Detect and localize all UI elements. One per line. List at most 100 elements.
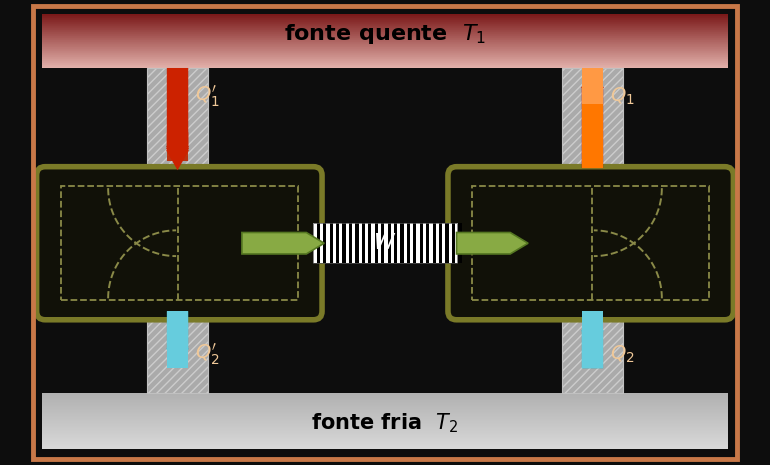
Bar (42, 29, 728, 30)
Bar (42, 40, 728, 41)
Bar (42, 46, 728, 47)
Bar (378, 223, 381, 263)
Text: $W$: $W$ (373, 233, 397, 253)
Bar (167, 68, 189, 133)
Bar (167, 117, 189, 122)
Bar (42, 49, 728, 50)
Bar (313, 223, 316, 263)
Bar (42, 405, 728, 406)
Bar (400, 223, 403, 263)
Bar (167, 97, 189, 102)
Bar (410, 223, 413, 263)
Bar (326, 223, 330, 263)
Bar (433, 223, 436, 263)
Bar (42, 14, 728, 15)
Bar (42, 59, 728, 60)
Bar (42, 21, 728, 22)
Bar (426, 223, 430, 263)
Bar (42, 34, 728, 35)
Bar (42, 441, 728, 442)
Bar (449, 223, 452, 263)
Bar (42, 402, 728, 403)
Bar (42, 438, 728, 439)
Bar (42, 400, 728, 402)
Bar (42, 414, 728, 416)
Bar (167, 102, 189, 107)
Bar (42, 28, 728, 29)
Bar (397, 223, 400, 263)
Bar (42, 434, 728, 435)
Bar (167, 127, 189, 132)
Bar (42, 27, 728, 28)
Bar (42, 26, 728, 27)
Bar (562, 68, 623, 393)
Bar (42, 421, 728, 423)
Bar (417, 223, 420, 263)
Bar (42, 432, 728, 434)
Bar (42, 32, 728, 33)
Bar (384, 223, 387, 263)
Bar (42, 399, 728, 400)
Text: $Q_2$: $Q_2$ (611, 344, 635, 365)
Bar (394, 223, 397, 263)
FancyArrow shape (242, 232, 324, 254)
Bar (42, 431, 728, 432)
Bar (403, 223, 407, 263)
Bar (42, 57, 728, 58)
Bar (167, 68, 189, 89)
Bar (42, 41, 728, 42)
Bar (42, 15, 728, 16)
Bar (42, 35, 728, 36)
Bar (42, 37, 728, 38)
Bar (320, 223, 323, 263)
Bar (442, 223, 446, 263)
Bar (42, 420, 728, 421)
Bar (42, 63, 728, 64)
Bar (42, 52, 728, 53)
Bar (42, 24, 728, 25)
Bar (167, 146, 189, 151)
Bar (42, 65, 728, 66)
Text: $Q_2'$: $Q_2'$ (196, 341, 220, 367)
Bar (423, 223, 426, 263)
Bar (349, 223, 352, 263)
Bar (42, 423, 728, 424)
Bar (381, 223, 384, 263)
Bar (330, 223, 333, 263)
Bar (42, 406, 728, 407)
Bar (42, 437, 728, 438)
Bar (42, 54, 728, 55)
Bar (42, 67, 728, 68)
Bar (430, 223, 433, 263)
Bar (42, 395, 728, 396)
Bar (147, 68, 208, 393)
Bar (42, 23, 728, 24)
Bar (42, 444, 728, 445)
Bar (42, 393, 728, 395)
Bar (387, 223, 390, 263)
Bar (420, 223, 423, 263)
Bar (333, 223, 336, 263)
Bar (42, 53, 728, 54)
Text: fonte fria  $T_2$: fonte fria $T_2$ (311, 412, 459, 435)
Bar (167, 78, 189, 83)
Bar (42, 417, 728, 418)
Bar (42, 398, 728, 399)
Bar (359, 223, 362, 263)
Bar (343, 223, 346, 263)
Bar (362, 223, 365, 263)
Bar (42, 418, 728, 420)
FancyArrow shape (581, 68, 604, 168)
Bar (42, 413, 728, 414)
Text: $Q_1$: $Q_1$ (611, 86, 635, 107)
Bar (42, 448, 728, 449)
FancyArrow shape (166, 133, 189, 168)
Bar (42, 412, 728, 413)
Bar (42, 17, 728, 18)
Bar (472, 186, 709, 300)
Bar (336, 223, 340, 263)
Bar (42, 425, 728, 427)
Bar (562, 68, 623, 393)
FancyArrow shape (581, 311, 604, 368)
Bar (316, 223, 320, 263)
